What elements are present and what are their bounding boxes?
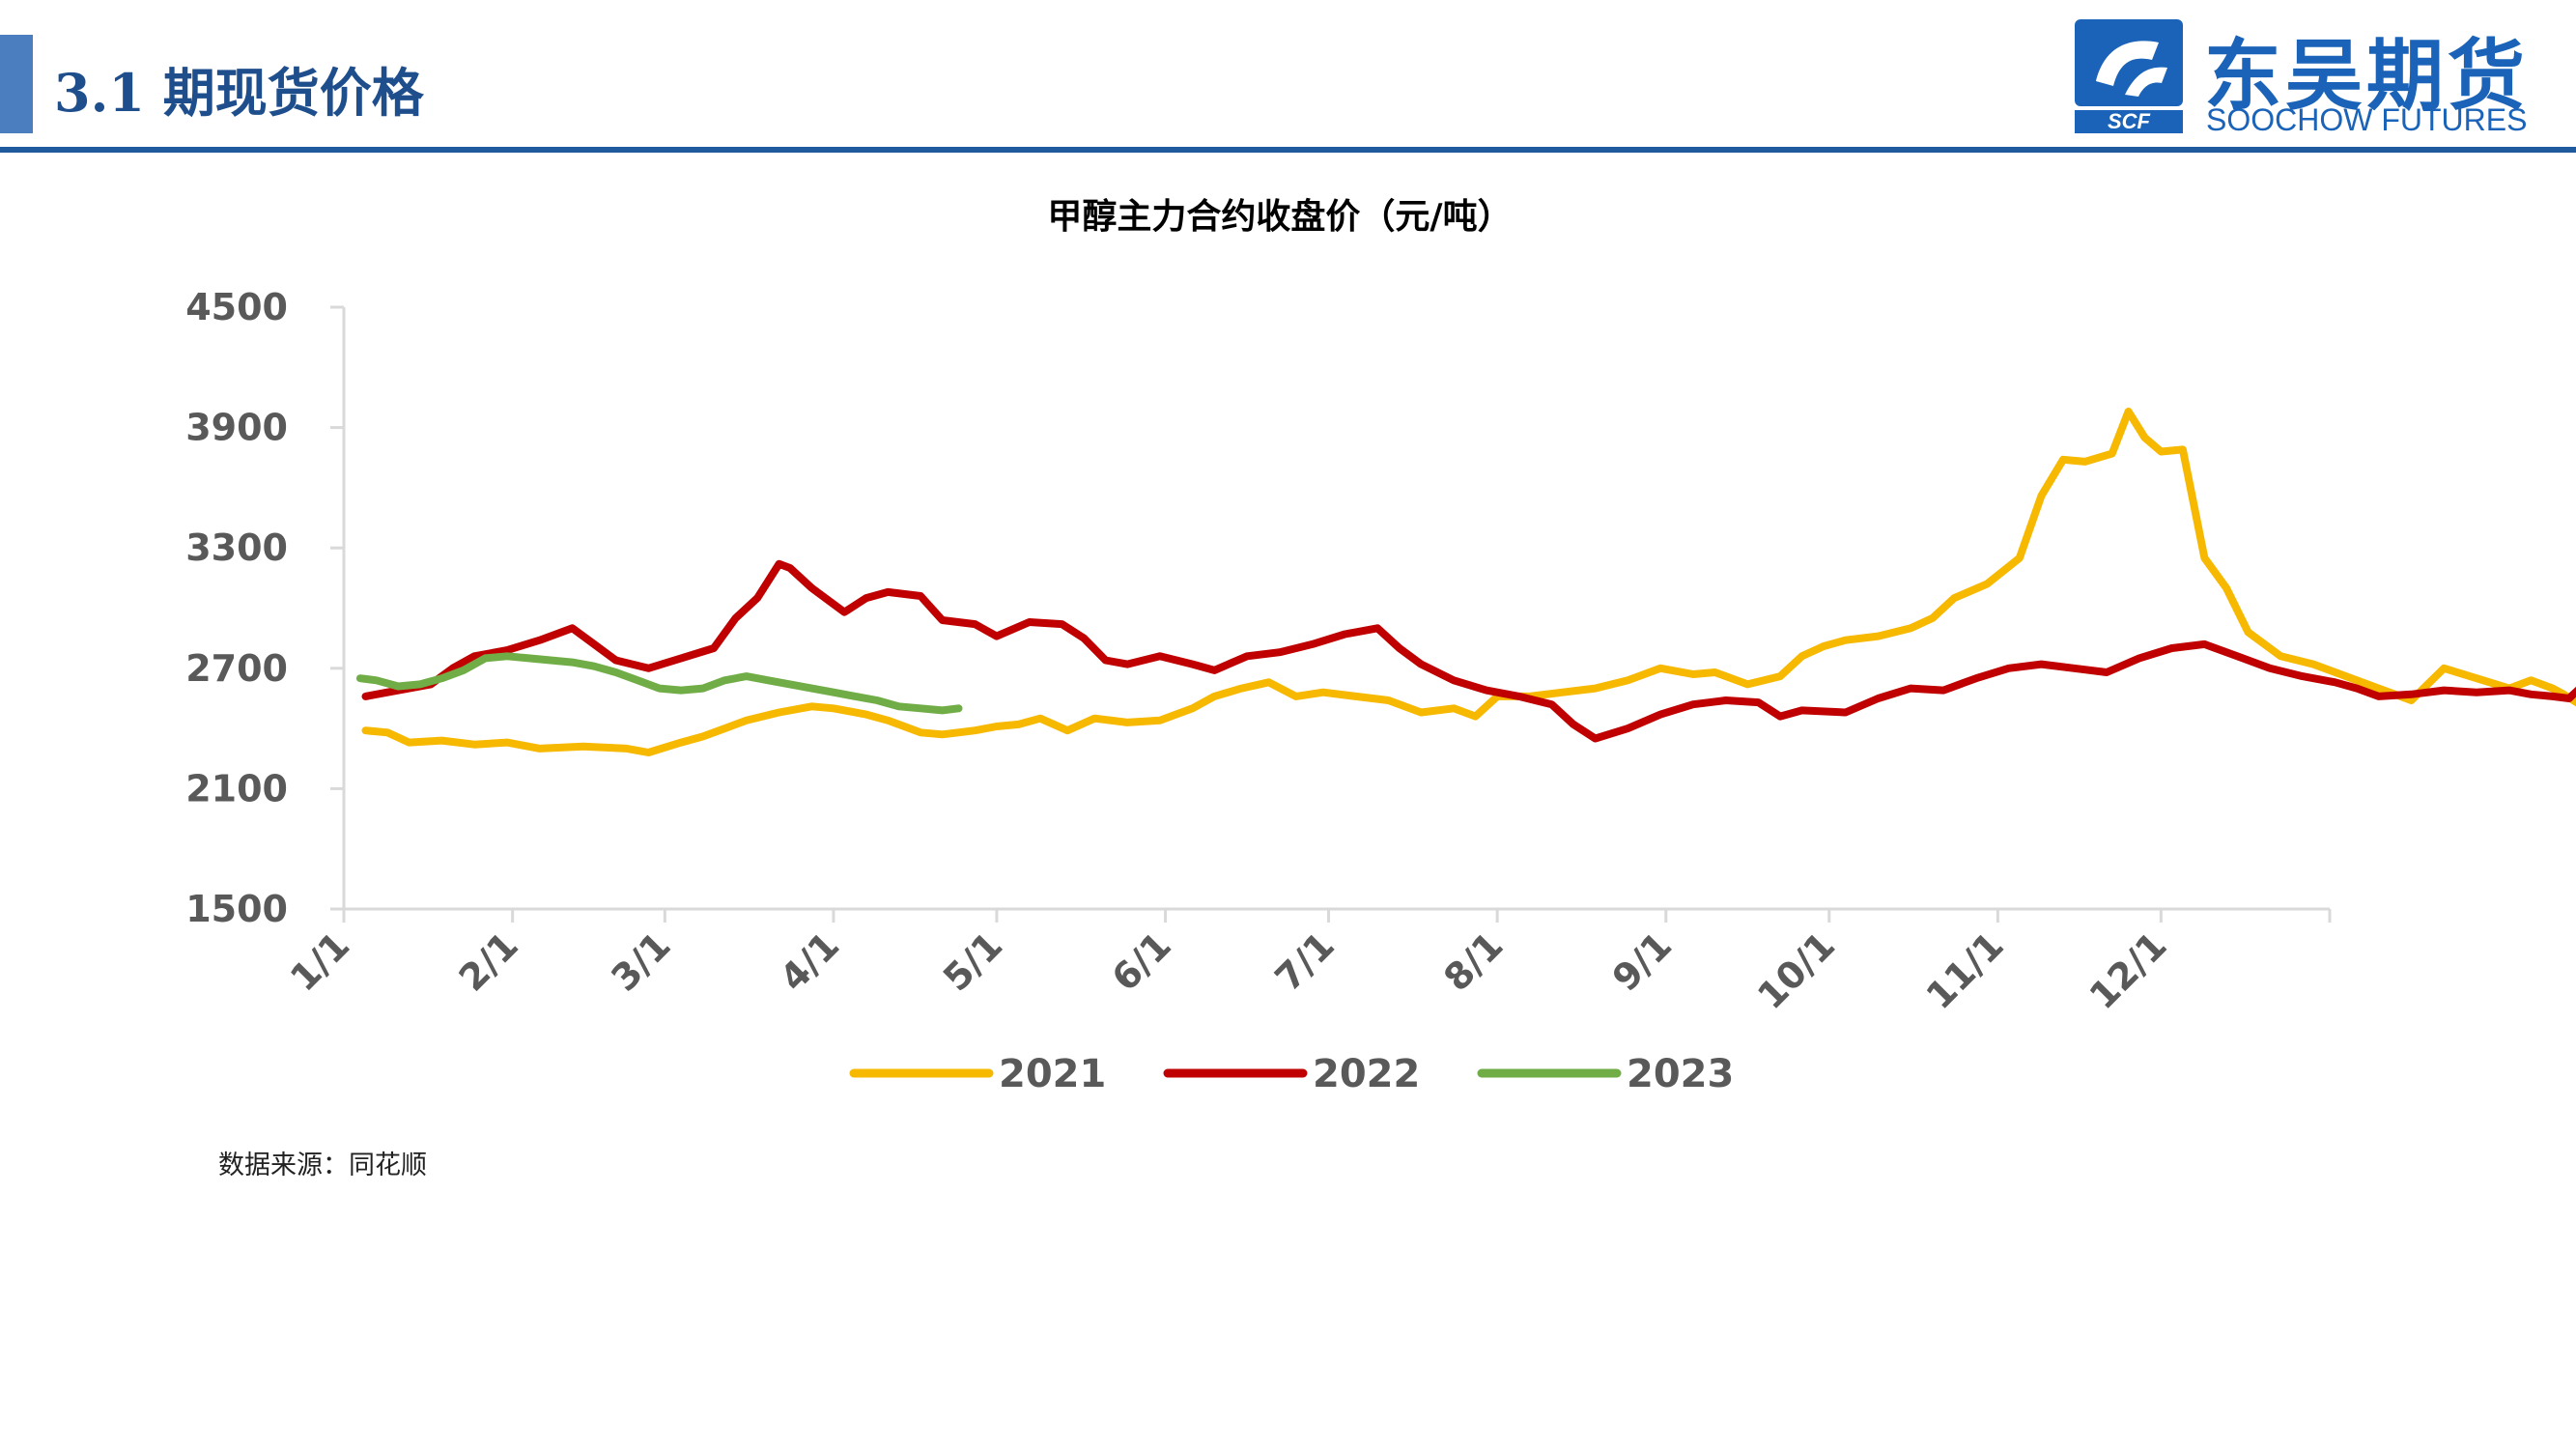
x-tick-label: 5/1 xyxy=(935,923,1010,999)
x-tick-label: 2/1 xyxy=(451,923,526,999)
x-tick-label: 3/1 xyxy=(603,923,678,999)
x-tick-label: 9/1 xyxy=(1604,923,1680,999)
series-line-2021 xyxy=(361,408,2576,756)
logo-mark-text: SCF xyxy=(2108,109,2151,133)
x-tick-label: 4/1 xyxy=(772,923,847,999)
legend-label-2021: 2021 xyxy=(999,1052,1106,1096)
legend-label-2023: 2023 xyxy=(1627,1052,1734,1096)
series-line-2022 xyxy=(361,559,2576,743)
legend-label-2022: 2022 xyxy=(1313,1052,1420,1096)
logo-chinese-name: 东吴期货 xyxy=(2204,31,2529,121)
y-tick-label: 3300 xyxy=(185,526,288,569)
x-tick-label: 8/1 xyxy=(1435,923,1511,999)
x-tick-label: 7/1 xyxy=(1267,923,1343,999)
x-tick-label: 10/1 xyxy=(1749,923,1843,1017)
chart-series xyxy=(355,408,2576,756)
header-accent-bar xyxy=(0,35,33,133)
chart-legend: 2021 2022 2023 xyxy=(849,1052,1734,1096)
source-note: 数据来源：同花顺 xyxy=(218,1151,427,1180)
y-tick-label: 4500 xyxy=(185,286,288,328)
y-tick-label: 2100 xyxy=(185,767,288,810)
x-tick-label: 12/1 xyxy=(2081,923,2175,1017)
y-tick-label: 3900 xyxy=(185,407,288,449)
x-tick-label: 11/1 xyxy=(1918,923,2012,1017)
page-title: 3.1 期现货价格 xyxy=(54,62,424,124)
series-line-2023 xyxy=(355,652,963,715)
y-tick-label: 2700 xyxy=(185,647,288,690)
x-tick-label: 1/1 xyxy=(282,923,357,999)
logo-english-name: SOOCHOW FUTURES xyxy=(2206,102,2528,137)
y-tick-label: 1500 xyxy=(185,888,288,930)
company-logo: SCF 东吴期货 SOOCHOW FUTURES xyxy=(2067,14,2569,139)
scf-logo-icon: SCF xyxy=(2075,19,2183,133)
chart-title: 甲醇主力合约收盘价（元/吨） xyxy=(1047,196,1512,237)
x-tick-label: 6/1 xyxy=(1104,923,1179,999)
header-divider xyxy=(0,147,2576,153)
